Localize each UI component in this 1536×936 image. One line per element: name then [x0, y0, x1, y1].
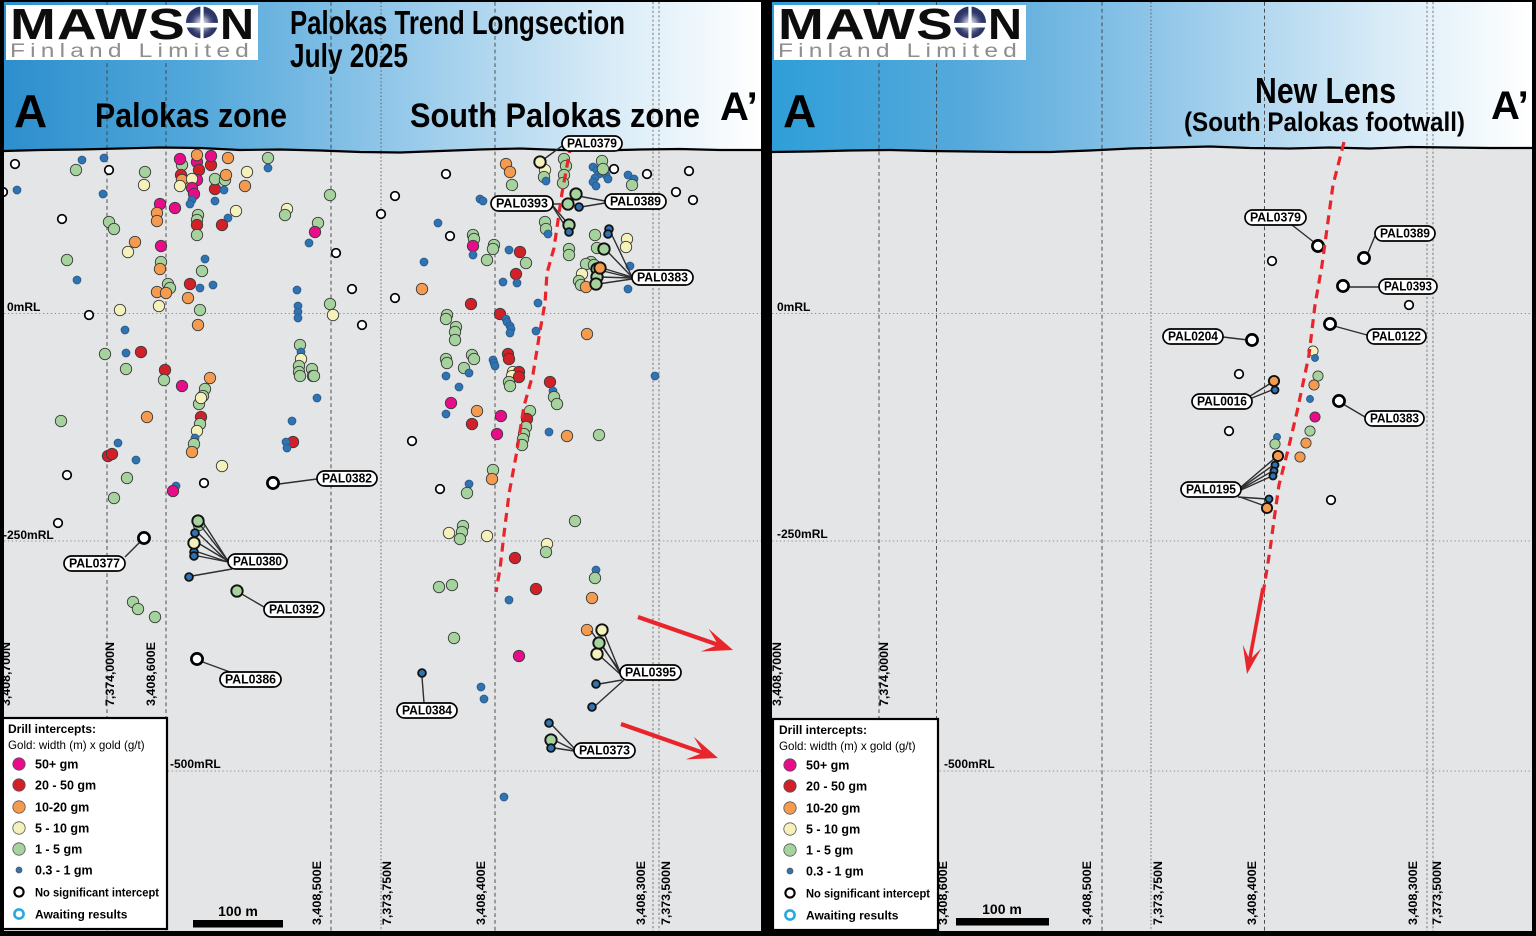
svg-text:N: N: [220, 0, 254, 49]
svg-text:Drill intercepts:: Drill intercepts:: [8, 722, 96, 736]
svg-text:3,408,300E: 3,408,300E: [1408, 861, 1420, 925]
svg-text:1 - 5 gm: 1 - 5 gm: [35, 843, 82, 857]
svg-text:(South Palokas footwall): (South Palokas footwall): [1184, 107, 1465, 137]
svg-text:PAL0386: PAL0386: [225, 673, 276, 687]
svg-text:Palokas Trend Longsection: Palokas Trend Longsection: [290, 4, 625, 41]
svg-text:PAL0373: PAL0373: [579, 744, 630, 758]
svg-text:10-20 gm: 10-20 gm: [806, 802, 860, 816]
svg-text:100 m: 100 m: [982, 901, 1022, 917]
svg-text:PAL0122: PAL0122: [1372, 330, 1421, 344]
svg-text:PAL0383: PAL0383: [1370, 412, 1419, 426]
svg-text:PAL0380: PAL0380: [233, 555, 282, 569]
svg-text:Awaiting results: Awaiting results: [35, 908, 128, 922]
svg-text:Awaiting results: Awaiting results: [806, 909, 899, 923]
svg-text:PAL0382: PAL0382: [322, 472, 372, 486]
svg-text:3,408,700N: 3,408,700N: [772, 642, 784, 706]
svg-text:PAL0195: PAL0195: [1186, 483, 1236, 497]
svg-text:20 - 50 gm: 20 - 50 gm: [35, 779, 96, 793]
svg-text:10-20 gm: 10-20 gm: [35, 801, 89, 815]
svg-text:7,373,500N: 7,373,500N: [661, 861, 673, 925]
svg-text:1 - 5 gm: 1 - 5 gm: [806, 844, 853, 858]
svg-text:South Palokas zone: South Palokas zone: [410, 97, 700, 135]
svg-text:-500mRL: -500mRL: [170, 757, 221, 771]
svg-text:PAL0383: PAL0383: [637, 271, 688, 285]
svg-text:0mRL: 0mRL: [777, 300, 810, 314]
svg-text:50+ gm: 50+ gm: [35, 758, 78, 772]
svg-text:20 - 50 gm: 20 - 50 gm: [806, 780, 867, 794]
svg-text:50+ gm: 50+ gm: [806, 759, 849, 773]
svg-text:A: A: [783, 85, 816, 137]
svg-text:5 - 10 gm: 5 - 10 gm: [806, 823, 860, 837]
svg-text:3,408,500E: 3,408,500E: [312, 861, 324, 925]
svg-text:7,373,500N: 7,373,500N: [1432, 861, 1444, 925]
svg-text:-250mRL: -250mRL: [777, 527, 828, 541]
svg-text:PAL0379: PAL0379: [567, 137, 617, 151]
svg-text:-250mRL: -250mRL: [3, 528, 54, 542]
svg-text:3,408,600E: 3,408,600E: [146, 642, 158, 706]
svg-text:New Lens: New Lens: [1255, 70, 1396, 111]
svg-text:7,374,000N: 7,374,000N: [879, 642, 891, 706]
svg-text:July 2025: July 2025: [290, 37, 408, 74]
svg-text:0.3 - 1 gm: 0.3 - 1 gm: [806, 865, 864, 879]
svg-text:3,408,400E: 3,408,400E: [476, 861, 488, 925]
svg-text:No significant intercept: No significant intercept: [806, 887, 930, 901]
svg-text:Finland Limited: Finland Limited: [778, 41, 1022, 62]
svg-text:MAWS: MAWS: [778, 0, 954, 49]
svg-text:PAL0392: PAL0392: [269, 603, 319, 617]
svg-text:3,408,500E: 3,408,500E: [1082, 861, 1094, 925]
svg-text:Drill intercepts:: Drill intercepts:: [779, 723, 867, 737]
svg-text:3,408,300E: 3,408,300E: [636, 861, 648, 925]
svg-text:5 - 10 gm: 5 - 10 gm: [35, 822, 89, 836]
svg-text:A’: A’: [720, 85, 758, 129]
svg-text:-500mRL: -500mRL: [944, 757, 995, 771]
svg-text:7,373,750N: 7,373,750N: [1153, 861, 1165, 925]
svg-text:MAWS: MAWS: [10, 0, 186, 49]
svg-text:Palokas zone: Palokas zone: [95, 97, 287, 135]
svg-text:PAL0395: PAL0395: [625, 666, 676, 680]
svg-text:PAL0204: PAL0204: [1168, 330, 1218, 344]
svg-text:0mRL: 0mRL: [7, 300, 40, 314]
svg-text:A’: A’: [1491, 84, 1529, 128]
svg-text:7,373,750N: 7,373,750N: [382, 861, 394, 925]
svg-text:PAL0016: PAL0016: [1197, 395, 1247, 409]
svg-text:PAL0389: PAL0389: [1380, 227, 1430, 241]
svg-text:PAL0379: PAL0379: [1250, 211, 1301, 225]
svg-text:0.3 - 1 gm: 0.3 - 1 gm: [35, 864, 93, 878]
svg-text:PAL0377: PAL0377: [69, 557, 120, 571]
svg-text:Finland Limited: Finland Limited: [10, 41, 254, 62]
svg-text:PAL0389: PAL0389: [610, 195, 661, 209]
svg-text:PAL0393: PAL0393: [496, 197, 548, 211]
svg-text:Gold: width (m) x gold (g/t): Gold: width (m) x gold (g/t): [779, 740, 916, 753]
svg-text:7,374,000N: 7,374,000N: [105, 642, 117, 706]
svg-text:N: N: [988, 0, 1022, 49]
svg-text:Gold: width (m) x gold (g/t): Gold: width (m) x gold (g/t): [8, 739, 145, 752]
svg-text:A: A: [14, 85, 47, 137]
svg-text:PAL0384: PAL0384: [402, 704, 452, 718]
svg-text:100 m: 100 m: [218, 903, 258, 919]
svg-text:3,408,600E: 3,408,600E: [938, 861, 950, 925]
svg-text:3,408,400E: 3,408,400E: [1247, 861, 1259, 925]
svg-text:No significant intercept: No significant intercept: [35, 886, 159, 900]
svg-text:PAL0393: PAL0393: [1384, 280, 1432, 294]
